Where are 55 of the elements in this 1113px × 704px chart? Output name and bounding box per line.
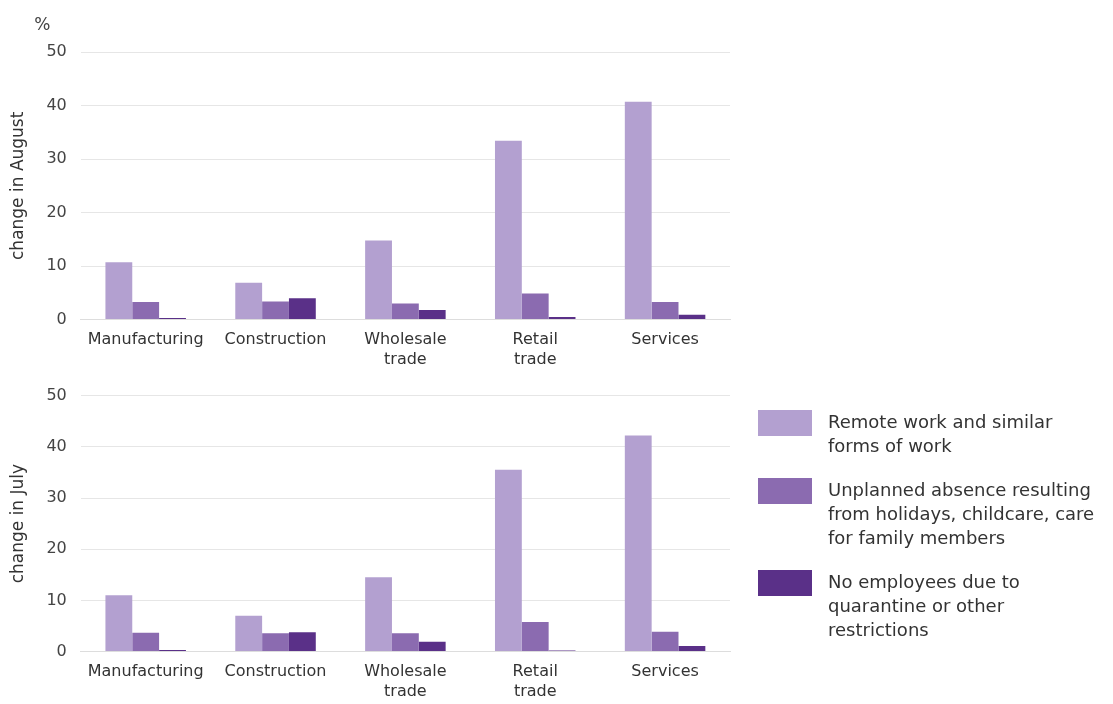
y-tick-label: 40	[46, 94, 67, 114]
x-tick-label: Retail trade	[512, 329, 558, 368]
bar	[521, 621, 549, 652]
bar	[365, 240, 392, 320]
y-tick-label: 20	[46, 201, 67, 221]
y-tick-label: 30	[46, 148, 67, 168]
bar	[235, 282, 263, 320]
bar	[651, 631, 679, 652]
bar	[365, 577, 392, 652]
x-tick-label: Construction	[224, 329, 327, 349]
y-tick-label: 0	[56, 308, 67, 328]
bar	[262, 633, 289, 652]
bar	[521, 293, 549, 320]
bar	[132, 632, 160, 652]
bar	[624, 101, 652, 320]
bar	[548, 316, 576, 320]
y-tick-label: 30	[46, 487, 67, 507]
y-axis-title: change in August	[6, 111, 27, 260]
bar	[235, 615, 263, 652]
y-tick-label: 20	[46, 538, 67, 558]
y-axis-title: change in July	[6, 463, 27, 584]
bar	[132, 301, 160, 320]
x-tick-label: Construction	[224, 661, 327, 681]
bar	[494, 140, 522, 320]
bar	[391, 303, 419, 320]
x-tick-label: Wholesale trade	[364, 661, 447, 700]
x-tick-label: Manufacturing	[87, 329, 204, 349]
x-tick-label: Services	[631, 661, 699, 681]
bar	[418, 641, 446, 652]
bar	[288, 298, 316, 320]
legend-label: Remote work and similar forms of work	[828, 410, 1054, 458]
bar	[391, 633, 419, 652]
y-tick-label: 40	[46, 435, 67, 455]
legend-label: Unplanned absence resulting from holidays, childcare, care for family members	[828, 478, 1096, 550]
bar	[288, 632, 316, 652]
bar	[651, 301, 679, 320]
bar	[624, 435, 652, 652]
bar	[678, 314, 706, 320]
y-tick-label: 10	[46, 255, 67, 275]
y-tick-label: 50	[46, 384, 67, 404]
bar	[262, 301, 289, 320]
bar	[494, 469, 522, 652]
text: %	[34, 13, 51, 34]
legend-label: No employees due to quarantine or other restrictions	[828, 570, 1021, 642]
bar	[105, 262, 133, 320]
y-tick-label: 0	[56, 640, 67, 660]
x-tick-label: Manufacturing	[87, 661, 204, 681]
bar	[105, 595, 133, 652]
x-tick-label: Services	[631, 329, 699, 349]
x-tick-label: Retail trade	[512, 661, 558, 700]
y-tick-label: 50	[46, 41, 67, 61]
bar	[678, 645, 706, 652]
y-tick-label: 10	[46, 589, 67, 609]
x-tick-label: Wholesale trade	[364, 329, 447, 368]
bar	[418, 309, 446, 320]
